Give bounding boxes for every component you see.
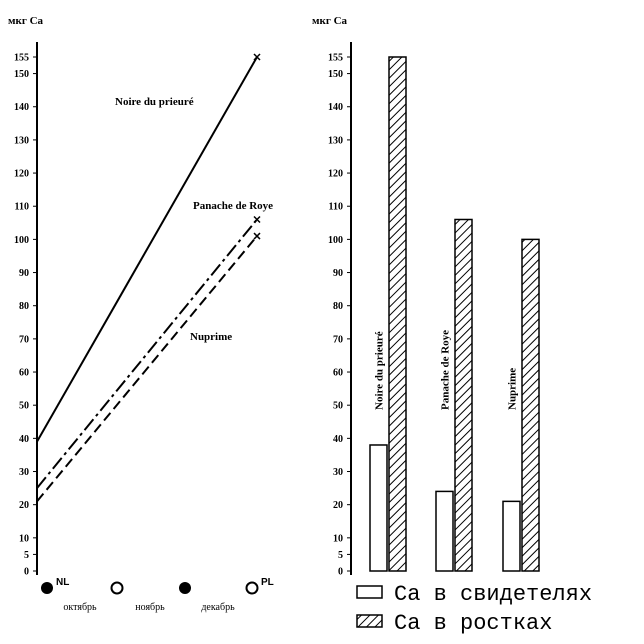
time-marker-label: PL	[261, 577, 274, 588]
bar-chart-y-tick-label: 155	[328, 53, 343, 64]
line-chart-y-tick-label: 90	[19, 268, 29, 279]
line-chart-y-tick-label: 130	[14, 135, 29, 146]
month-label: декабрь	[201, 602, 235, 613]
category-label: Noire du prieuré	[374, 331, 386, 410]
line-series-3	[36, 235, 258, 502]
bar-chart-y-tick-label: 130	[328, 135, 343, 146]
line-series-label: Noire du prieuré	[115, 96, 194, 108]
line-chart-y-tick-label: 110	[15, 202, 29, 213]
bar-chart-y-tick-label: 80	[333, 301, 343, 312]
line-chart-y-ticks: 0 5 10 20 30 40 50 60 70 80 90 100 110 120 130 140 150 15…	[14, 53, 37, 578]
line-chart-y-tick-label: 155	[14, 53, 29, 64]
bar-control-1	[369, 444, 388, 572]
bar-chart-bars	[369, 56, 540, 572]
bar-chart-y-tick-label: 150	[328, 69, 343, 80]
line-series-1	[36, 56, 258, 443]
line-series-end-cross	[253, 53, 261, 61]
bar-chart-y-tick-label: 30	[333, 467, 343, 478]
bar-chart-y-tick-label: 110	[329, 202, 343, 213]
bar-chart-y-tick-label: 40	[333, 434, 343, 445]
line-chart-y-tick-label: 40	[19, 434, 29, 445]
bar-chart-category-labels: Noire du prieuré Panache de Roye Nuprime	[374, 330, 519, 410]
bar-sprouts-1	[388, 56, 407, 572]
legend-swatch	[356, 585, 383, 599]
line-chart-y-tick-label: 30	[19, 467, 29, 478]
line-chart-y-tick-label: 5	[24, 550, 29, 561]
bar-chart-y-ticks: 0 5 10 20 30 40 50 60 70 80 90 100 110 120 130 140 150 15…	[328, 53, 351, 578]
bar-control-2	[435, 490, 454, 572]
line-chart-y-tick-label: 50	[19, 401, 29, 412]
bar-chart-y-tick-label: 90	[333, 268, 343, 279]
bar-chart-y-tick-label: 70	[333, 334, 343, 345]
bar-chart-legend: Ca в свидетелях Ca в ростках	[356, 582, 592, 636]
bar-chart: мкг Ca 0 5 10 20 30 40 50 60 70 80 90 100 110 120 130 1…	[312, 15, 592, 636]
line-chart-y-tick-label: 70	[19, 334, 29, 345]
line-chart-y-tick-label: 20	[19, 500, 29, 511]
line-chart-y-tick-label: 10	[19, 533, 29, 544]
legend-label: Ca в ростках	[394, 611, 552, 636]
line-series-label: Nuprime	[190, 331, 232, 343]
legend-swatch	[356, 614, 383, 628]
line-chart-series: Noire du prieuré Panache de Roye Nuprime	[36, 53, 273, 502]
legend-label: Ca в свидетелях	[394, 582, 592, 607]
month-label: октябрь	[63, 602, 97, 613]
line-chart-y-tick-label: 150	[14, 69, 29, 80]
line-chart-y-unit: мкг Ca	[8, 15, 44, 27]
line-chart-y-tick-label: 80	[19, 301, 29, 312]
line-chart-y-tick-label: 0	[24, 567, 29, 578]
bar-chart-y-tick-label: 50	[333, 401, 343, 412]
line-chart-y-tick-label: 120	[14, 169, 29, 180]
line-chart-month-labels: октябрь ноябрь декабрь	[63, 602, 235, 613]
line-series-end-cross	[253, 232, 261, 240]
bar-chart-y-unit: мкг Ca	[312, 15, 348, 27]
bar-chart-y-tick-label: 60	[333, 368, 343, 379]
bar-chart-y-tick-label: 100	[328, 235, 343, 246]
bar-sprouts-3	[521, 238, 540, 572]
bar-chart-y-tick-label: 10	[333, 533, 343, 544]
category-label: Panache de Roye	[440, 330, 452, 410]
time-marker-label: NL	[56, 577, 69, 588]
line-chart: мкг Ca 0 5 10 20 30 40 50 60 70 80 90 100 110 120 130 1…	[8, 15, 274, 613]
bar-chart-y-tick-label: 120	[328, 169, 343, 180]
line-chart-y-tick-label: 100	[14, 235, 29, 246]
time-marker-open	[110, 581, 124, 595]
time-marker-filled	[179, 582, 191, 594]
time-marker-filled	[41, 582, 53, 594]
bar-chart-y-tick-label: 140	[328, 102, 343, 113]
bar-chart-y-tick-label: 0	[338, 567, 343, 578]
line-series-2	[36, 218, 258, 489]
bar-chart-y-tick-label: 5	[338, 550, 343, 561]
line-series-end-cross	[253, 215, 261, 224]
bar-chart-y-tick-label: 20	[333, 500, 343, 511]
line-chart-y-tick-label: 140	[14, 102, 29, 113]
line-chart-time-markers: NL PL	[41, 577, 274, 595]
time-marker-open	[245, 581, 259, 595]
bar-sprouts-2	[454, 218, 473, 572]
line-series-label: Panache de Roye	[193, 200, 273, 212]
category-label: Nuprime	[507, 368, 519, 410]
bar-control-3	[502, 500, 521, 572]
month-label: ноябрь	[135, 602, 165, 613]
line-chart-y-tick-label: 60	[19, 368, 29, 379]
